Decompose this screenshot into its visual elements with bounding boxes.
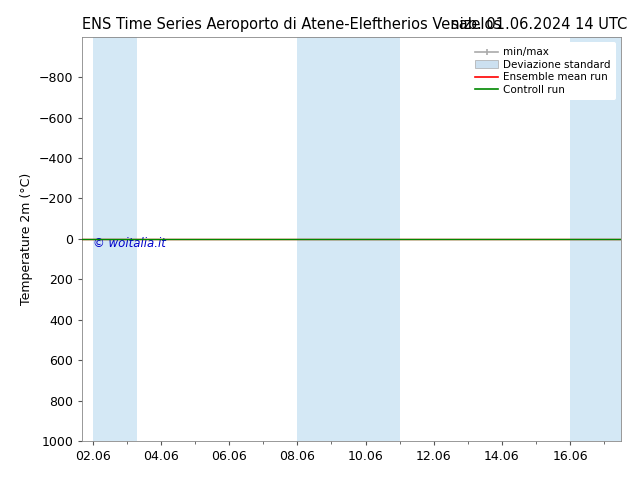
Bar [297, 37, 399, 441]
Bar [93, 37, 137, 441]
Text: ENS Time Series Aeroporto di Atene-Eleftherios Venizelos: ENS Time Series Aeroporto di Atene-Eleft… [82, 17, 501, 32]
Y-axis label: Temperature 2m (°C): Temperature 2m (°C) [20, 173, 34, 305]
Text: © woitalia.it: © woitalia.it [93, 237, 166, 250]
Legend: min/max, Deviazione standard, Ensemble mean run, Controll run: min/max, Deviazione standard, Ensemble m… [470, 42, 616, 100]
Bar [570, 37, 621, 441]
Text: sab. 01.06.2024 14 UTC: sab. 01.06.2024 14 UTC [451, 17, 628, 32]
